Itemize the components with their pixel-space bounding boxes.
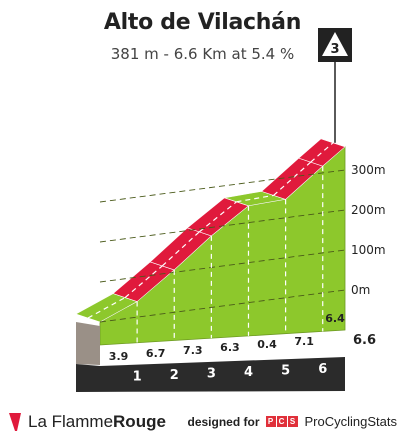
elevation-gridline <box>99 169 346 203</box>
elevation-gridline <box>99 209 346 243</box>
profile-top-dash <box>236 194 274 203</box>
profile-top-dash <box>87 297 126 319</box>
profile-top-segment <box>298 138 346 167</box>
pcs-logo-icon: P C S <box>265 416 299 427</box>
climb-title: Alto de Vilachán <box>103 10 302 35</box>
elevation-gridline <box>99 289 346 323</box>
gradient-label: 6.3 <box>220 341 240 354</box>
flamme-rouge-logo-icon <box>9 413 21 431</box>
brand-prefix: La Flamme <box>28 412 114 431</box>
pcs-letter-s: S <box>287 416 298 427</box>
footer: La FlammeRouge designed for P C S ProCyc… <box>0 410 405 439</box>
profile-top-dash <box>124 265 163 299</box>
gradient-label: 3.9 <box>109 350 129 363</box>
elevation-gridline <box>99 249 346 283</box>
gradient-label: 7.3 <box>183 344 203 357</box>
category-number: 3 <box>330 42 339 57</box>
procyclingstats-credit: designed for P C S ProCyclingStats <box>188 414 398 429</box>
profile-start-wall <box>76 322 100 365</box>
km-number: 1 <box>133 369 142 384</box>
km-number: 2 <box>170 368 179 383</box>
gradient-label: 7.1 <box>294 335 314 348</box>
elevation-label: 200m <box>351 203 386 217</box>
category-triangle-icon <box>322 32 348 56</box>
profile-top-dash <box>198 201 237 233</box>
km-number: 3 <box>207 366 216 381</box>
pcs-letter-c: C <box>276 416 287 427</box>
elevation-label: 300m <box>351 163 386 177</box>
km-number: 5 <box>281 363 290 378</box>
pcs-letter-p: P <box>265 416 276 427</box>
gradient-label: 6.4 <box>325 312 345 325</box>
gradient-label: 6.7 <box>146 347 166 360</box>
brand-suffix: Rouge <box>113 412 166 431</box>
gradient-label: 0.4 <box>257 338 277 351</box>
pcs-name: ProCyclingStats <box>304 414 397 429</box>
km-number: 6 <box>318 362 327 377</box>
elevation-label: 0m <box>351 283 370 297</box>
designed-for-label: designed for <box>187 414 260 429</box>
elevation-label: 100m <box>351 243 386 257</box>
profile-base-band <box>76 357 345 392</box>
flamme-rouge-brand: La FlammeRouge <box>8 412 166 432</box>
profile-top-dash <box>310 142 334 163</box>
km-number: 4 <box>244 365 253 380</box>
climb-subtitle: 381 m - 6.6 Km at 5.4 % <box>110 45 295 63</box>
total-distance-label: 6.6 <box>353 333 376 348</box>
